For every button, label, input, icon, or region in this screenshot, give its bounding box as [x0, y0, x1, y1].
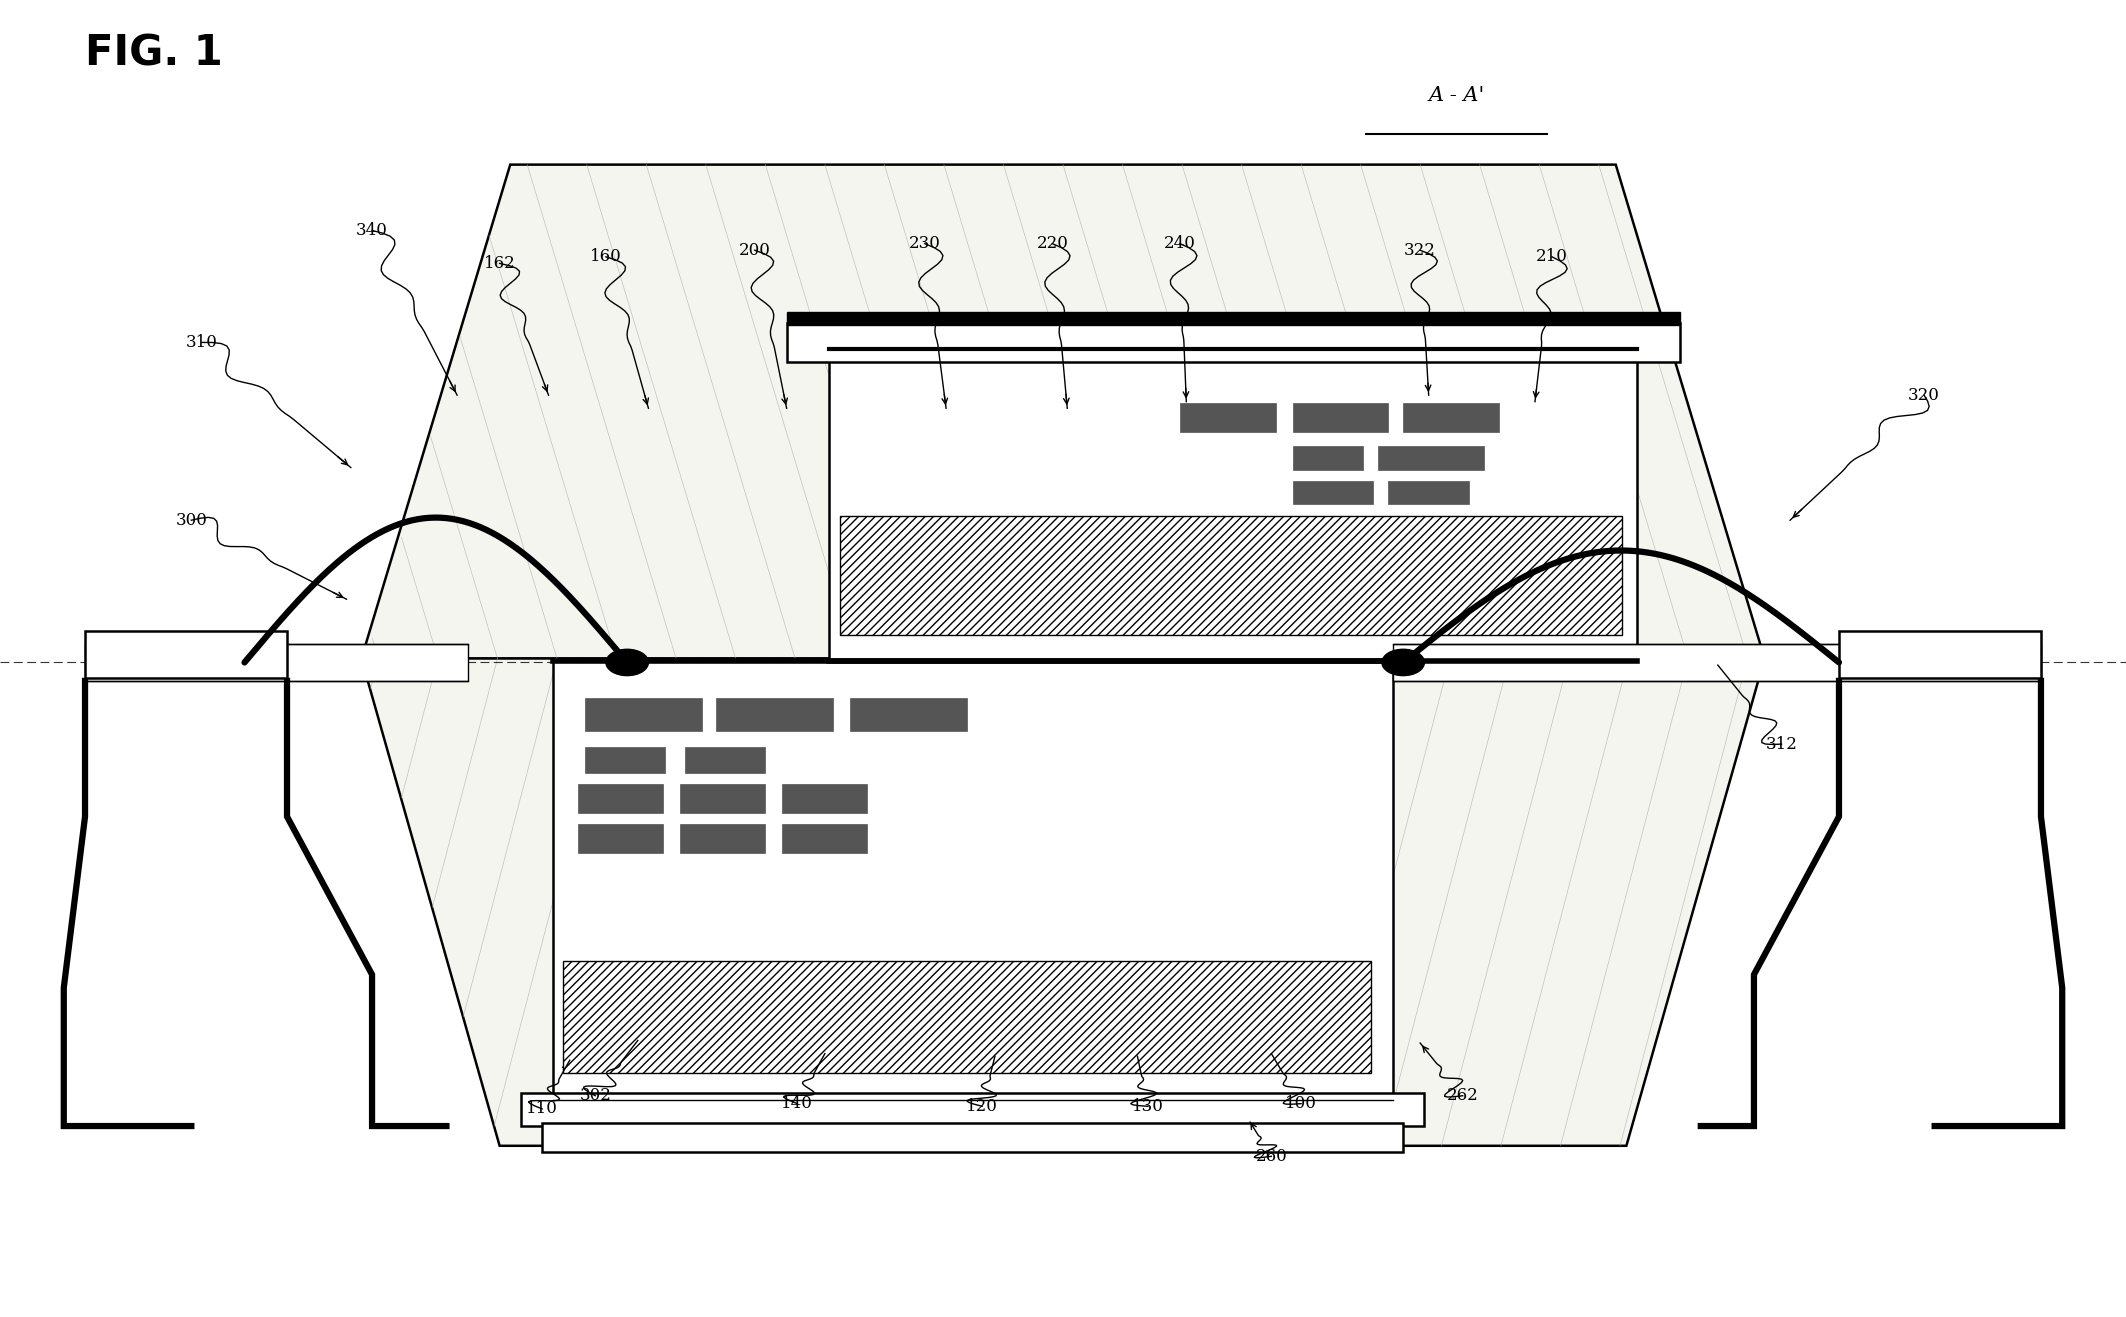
Text: 100: 100 [1286, 1096, 1316, 1112]
Text: 120: 120 [967, 1098, 997, 1114]
Bar [578, 784, 663, 813]
Text: 322: 322 [1405, 242, 1435, 258]
Bar [542, 1123, 1403, 1152]
Text: 310: 310 [187, 335, 217, 350]
Bar [787, 312, 1680, 325]
Bar [553, 661, 1393, 1100]
Bar [1393, 644, 2041, 681]
Text: FIG. 1: FIG. 1 [85, 33, 223, 75]
Text: 200: 200 [740, 242, 770, 258]
Text: 210: 210 [1537, 249, 1567, 265]
Bar [829, 349, 1637, 661]
Text: 302: 302 [580, 1088, 610, 1104]
Text: 260: 260 [1256, 1148, 1286, 1164]
Text: 162: 162 [485, 255, 514, 271]
Bar [850, 698, 967, 731]
Bar [685, 747, 765, 773]
Bar [1180, 403, 1276, 432]
Text: 340: 340 [357, 223, 387, 238]
Text: 300: 300 [176, 512, 206, 528]
Bar [85, 631, 287, 678]
Text: 262: 262 [1448, 1088, 1478, 1104]
Bar [521, 1093, 1424, 1126]
Bar [1378, 446, 1484, 470]
Text: 160: 160 [591, 249, 621, 265]
Bar [1293, 481, 1373, 504]
Bar [1403, 403, 1499, 432]
Bar [716, 698, 833, 731]
Bar [1293, 446, 1363, 470]
Bar [782, 784, 867, 813]
Text: 320: 320 [1909, 387, 1939, 403]
Bar [585, 698, 702, 731]
Bar [840, 516, 1622, 635]
Text: 140: 140 [782, 1096, 812, 1112]
Polygon shape [361, 165, 1765, 658]
Text: 110: 110 [527, 1101, 557, 1117]
Bar [680, 824, 765, 853]
Circle shape [606, 649, 648, 676]
Bar [782, 824, 867, 853]
Bar [1388, 481, 1469, 504]
Bar [585, 747, 665, 773]
Circle shape [1382, 649, 1424, 676]
Bar [85, 644, 468, 681]
Text: 230: 230 [910, 236, 940, 252]
Bar [578, 824, 663, 853]
Text: 220: 220 [1037, 236, 1067, 252]
Bar [680, 784, 765, 813]
Text: 312: 312 [1767, 736, 1796, 752]
Bar [1293, 403, 1388, 432]
Text: 240: 240 [1165, 236, 1195, 252]
Bar [1839, 631, 2041, 678]
Text: 130: 130 [1133, 1098, 1163, 1114]
Bar [787, 323, 1680, 362]
Polygon shape [361, 658, 1765, 1146]
Bar [563, 961, 1371, 1073]
Text: A - A': A - A' [1429, 86, 1484, 104]
